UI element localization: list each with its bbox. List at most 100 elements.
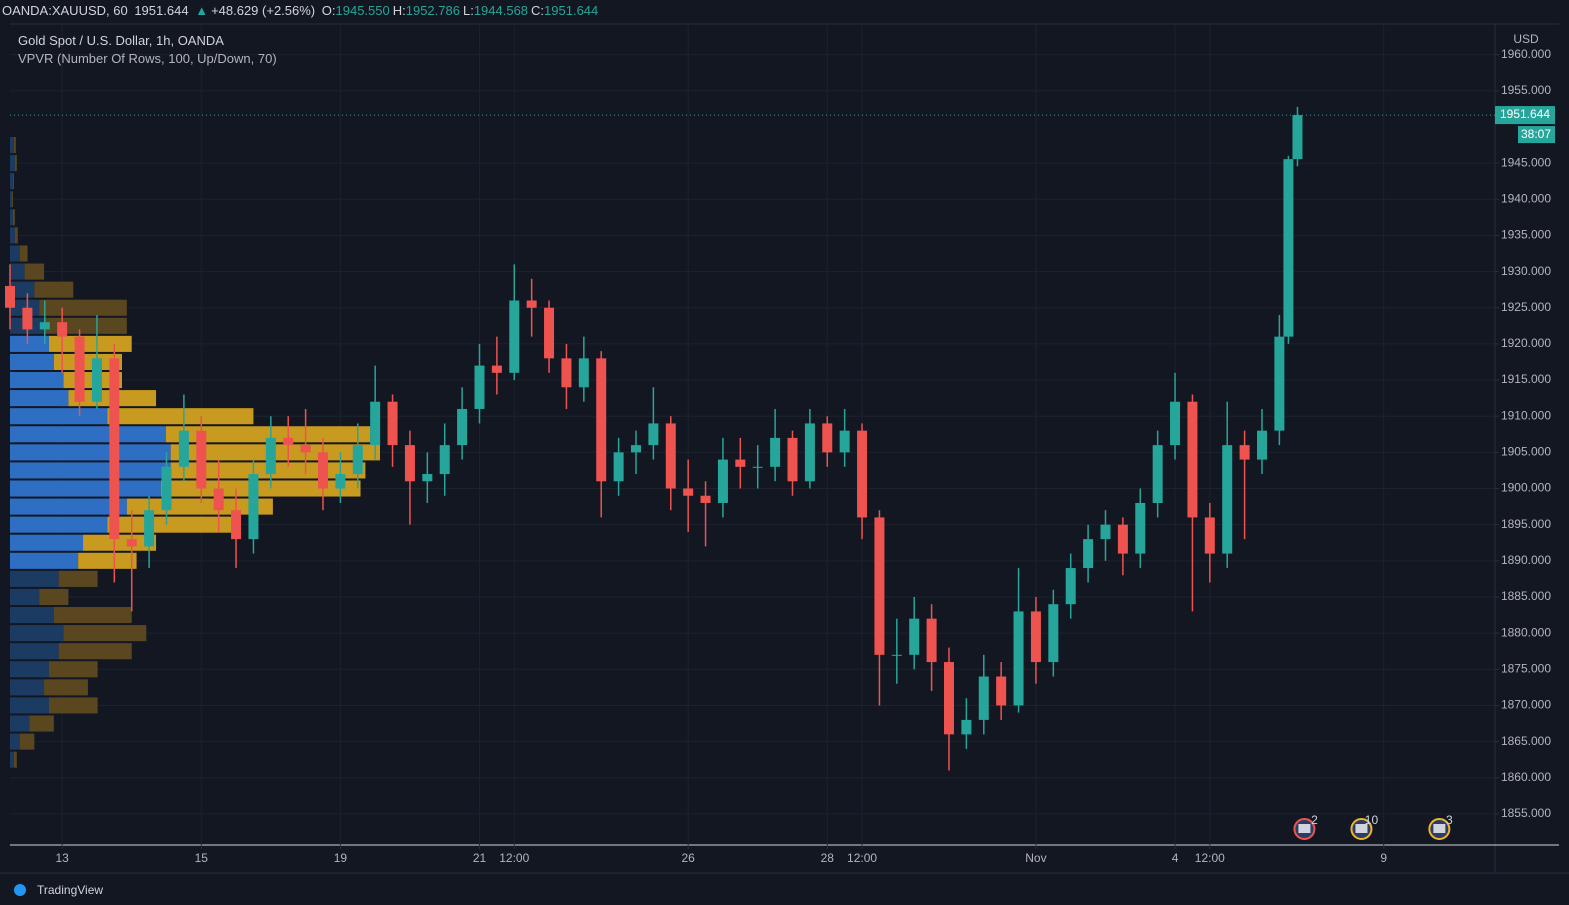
volume-up [10, 498, 127, 515]
event-flag [1298, 824, 1311, 833]
candle-body [1083, 539, 1094, 569]
volume-down [78, 552, 137, 569]
candle-body [909, 618, 920, 655]
change: +48.629 (+2.56%) [211, 3, 316, 18]
candle-body [91, 358, 102, 402]
candle-body [787, 437, 798, 482]
candle-body [1152, 445, 1163, 503]
candle-body [248, 474, 259, 540]
volume-up [10, 534, 84, 551]
volume-down [48, 697, 98, 714]
field-value: 1944.568 [473, 3, 529, 18]
candle-body [335, 474, 346, 489]
symbol: OANDA:XAUUSD, 60 [2, 3, 128, 18]
y-tick-label: 1895.000 [1501, 517, 1551, 531]
y-tick-label: 1860.000 [1501, 770, 1551, 784]
event-count: 2 [1311, 813, 1318, 827]
candle-body [1030, 611, 1041, 663]
candle-body [213, 488, 224, 511]
volume-up [10, 426, 166, 443]
volume-down [13, 751, 17, 768]
volume-down [29, 715, 54, 732]
event-flag [1355, 824, 1368, 833]
field-value: 1951.644 [544, 3, 599, 18]
y-tick-label: 1960.000 [1501, 47, 1551, 61]
x-tick-label: 28 [821, 851, 835, 865]
candle-body [1100, 524, 1111, 540]
candle-body [109, 358, 120, 540]
candle-body [509, 300, 520, 373]
y-tick-label: 1905.000 [1501, 445, 1551, 459]
candle-body [717, 459, 728, 503]
volume-down [58, 643, 132, 660]
field-value: 1952.786 [405, 3, 460, 18]
candle-body [613, 452, 624, 482]
grid [10, 25, 1495, 845]
candle-body [822, 423, 833, 453]
candle-body [1204, 517, 1215, 554]
volume-up [10, 751, 14, 768]
candle-body [630, 445, 641, 453]
logo-icon [14, 884, 26, 896]
volume-down [48, 661, 98, 678]
volume-up [10, 733, 20, 750]
candle-body [352, 445, 363, 475]
volume-down [19, 733, 35, 750]
volume-up [10, 516, 108, 533]
last-price-box [1495, 106, 1555, 125]
y-tick-label: 1930.000 [1501, 264, 1551, 278]
volume-down [39, 299, 127, 316]
volume-up [10, 679, 45, 696]
field-value: 1945.550 [335, 3, 390, 18]
volume-down [63, 625, 147, 642]
candle-body [839, 430, 850, 453]
candle-body [231, 510, 242, 540]
y-tick-label: 1920.000 [1501, 336, 1551, 350]
header: OANDA:XAUUSD, 60 1951.644 ▲ +48.629 (+2.5… [2, 3, 604, 18]
y-tick-label: 1880.000 [1501, 625, 1551, 639]
y-tick-label: 1925.000 [1501, 300, 1551, 314]
field-key: H: [392, 3, 406, 18]
candle-body [874, 517, 885, 655]
volume-up [10, 462, 171, 479]
volume-down [12, 209, 15, 226]
volume-up [10, 263, 25, 280]
y-tick-label: 1935.000 [1501, 228, 1551, 242]
y-tick-label: 1885.000 [1501, 589, 1551, 603]
volume-up [10, 136, 14, 154]
volume-down [12, 173, 14, 190]
x-tick-label: 21 [473, 851, 487, 865]
volume-up [10, 281, 35, 298]
volume-up [10, 552, 79, 569]
candle-body [996, 676, 1007, 706]
volume-down [24, 263, 45, 280]
volume-up [10, 353, 54, 371]
volume-down [34, 281, 74, 298]
candle-body [770, 437, 781, 467]
volume-up [10, 643, 59, 660]
candle-body [804, 423, 815, 482]
volume-down [19, 245, 28, 262]
candle-body [474, 365, 485, 409]
volume-down [107, 408, 254, 425]
volume-down [44, 679, 88, 696]
candle-body [700, 495, 711, 503]
candle-body [1013, 611, 1024, 706]
y-tick-label: 1915.000 [1501, 372, 1551, 386]
volume-up [10, 173, 13, 190]
currency: USD [1513, 32, 1539, 46]
volume-up [10, 480, 161, 497]
countdown: 38:07 [1521, 127, 1551, 141]
volume-up [10, 607, 54, 624]
brand: TradingView [37, 883, 103, 897]
candle-body [596, 358, 607, 482]
volume-down [48, 335, 132, 352]
candle-body [283, 437, 294, 446]
x-tick-label: 13 [55, 851, 69, 865]
ohlc-fields: O:1945.550 H:1952.786 L:1944.568 C:1951.644 [322, 3, 602, 18]
volume-down [107, 516, 234, 533]
event-count: 10 [1365, 813, 1379, 827]
candle-body [752, 466, 763, 468]
candle-body [578, 358, 589, 388]
volume-up [10, 625, 64, 642]
